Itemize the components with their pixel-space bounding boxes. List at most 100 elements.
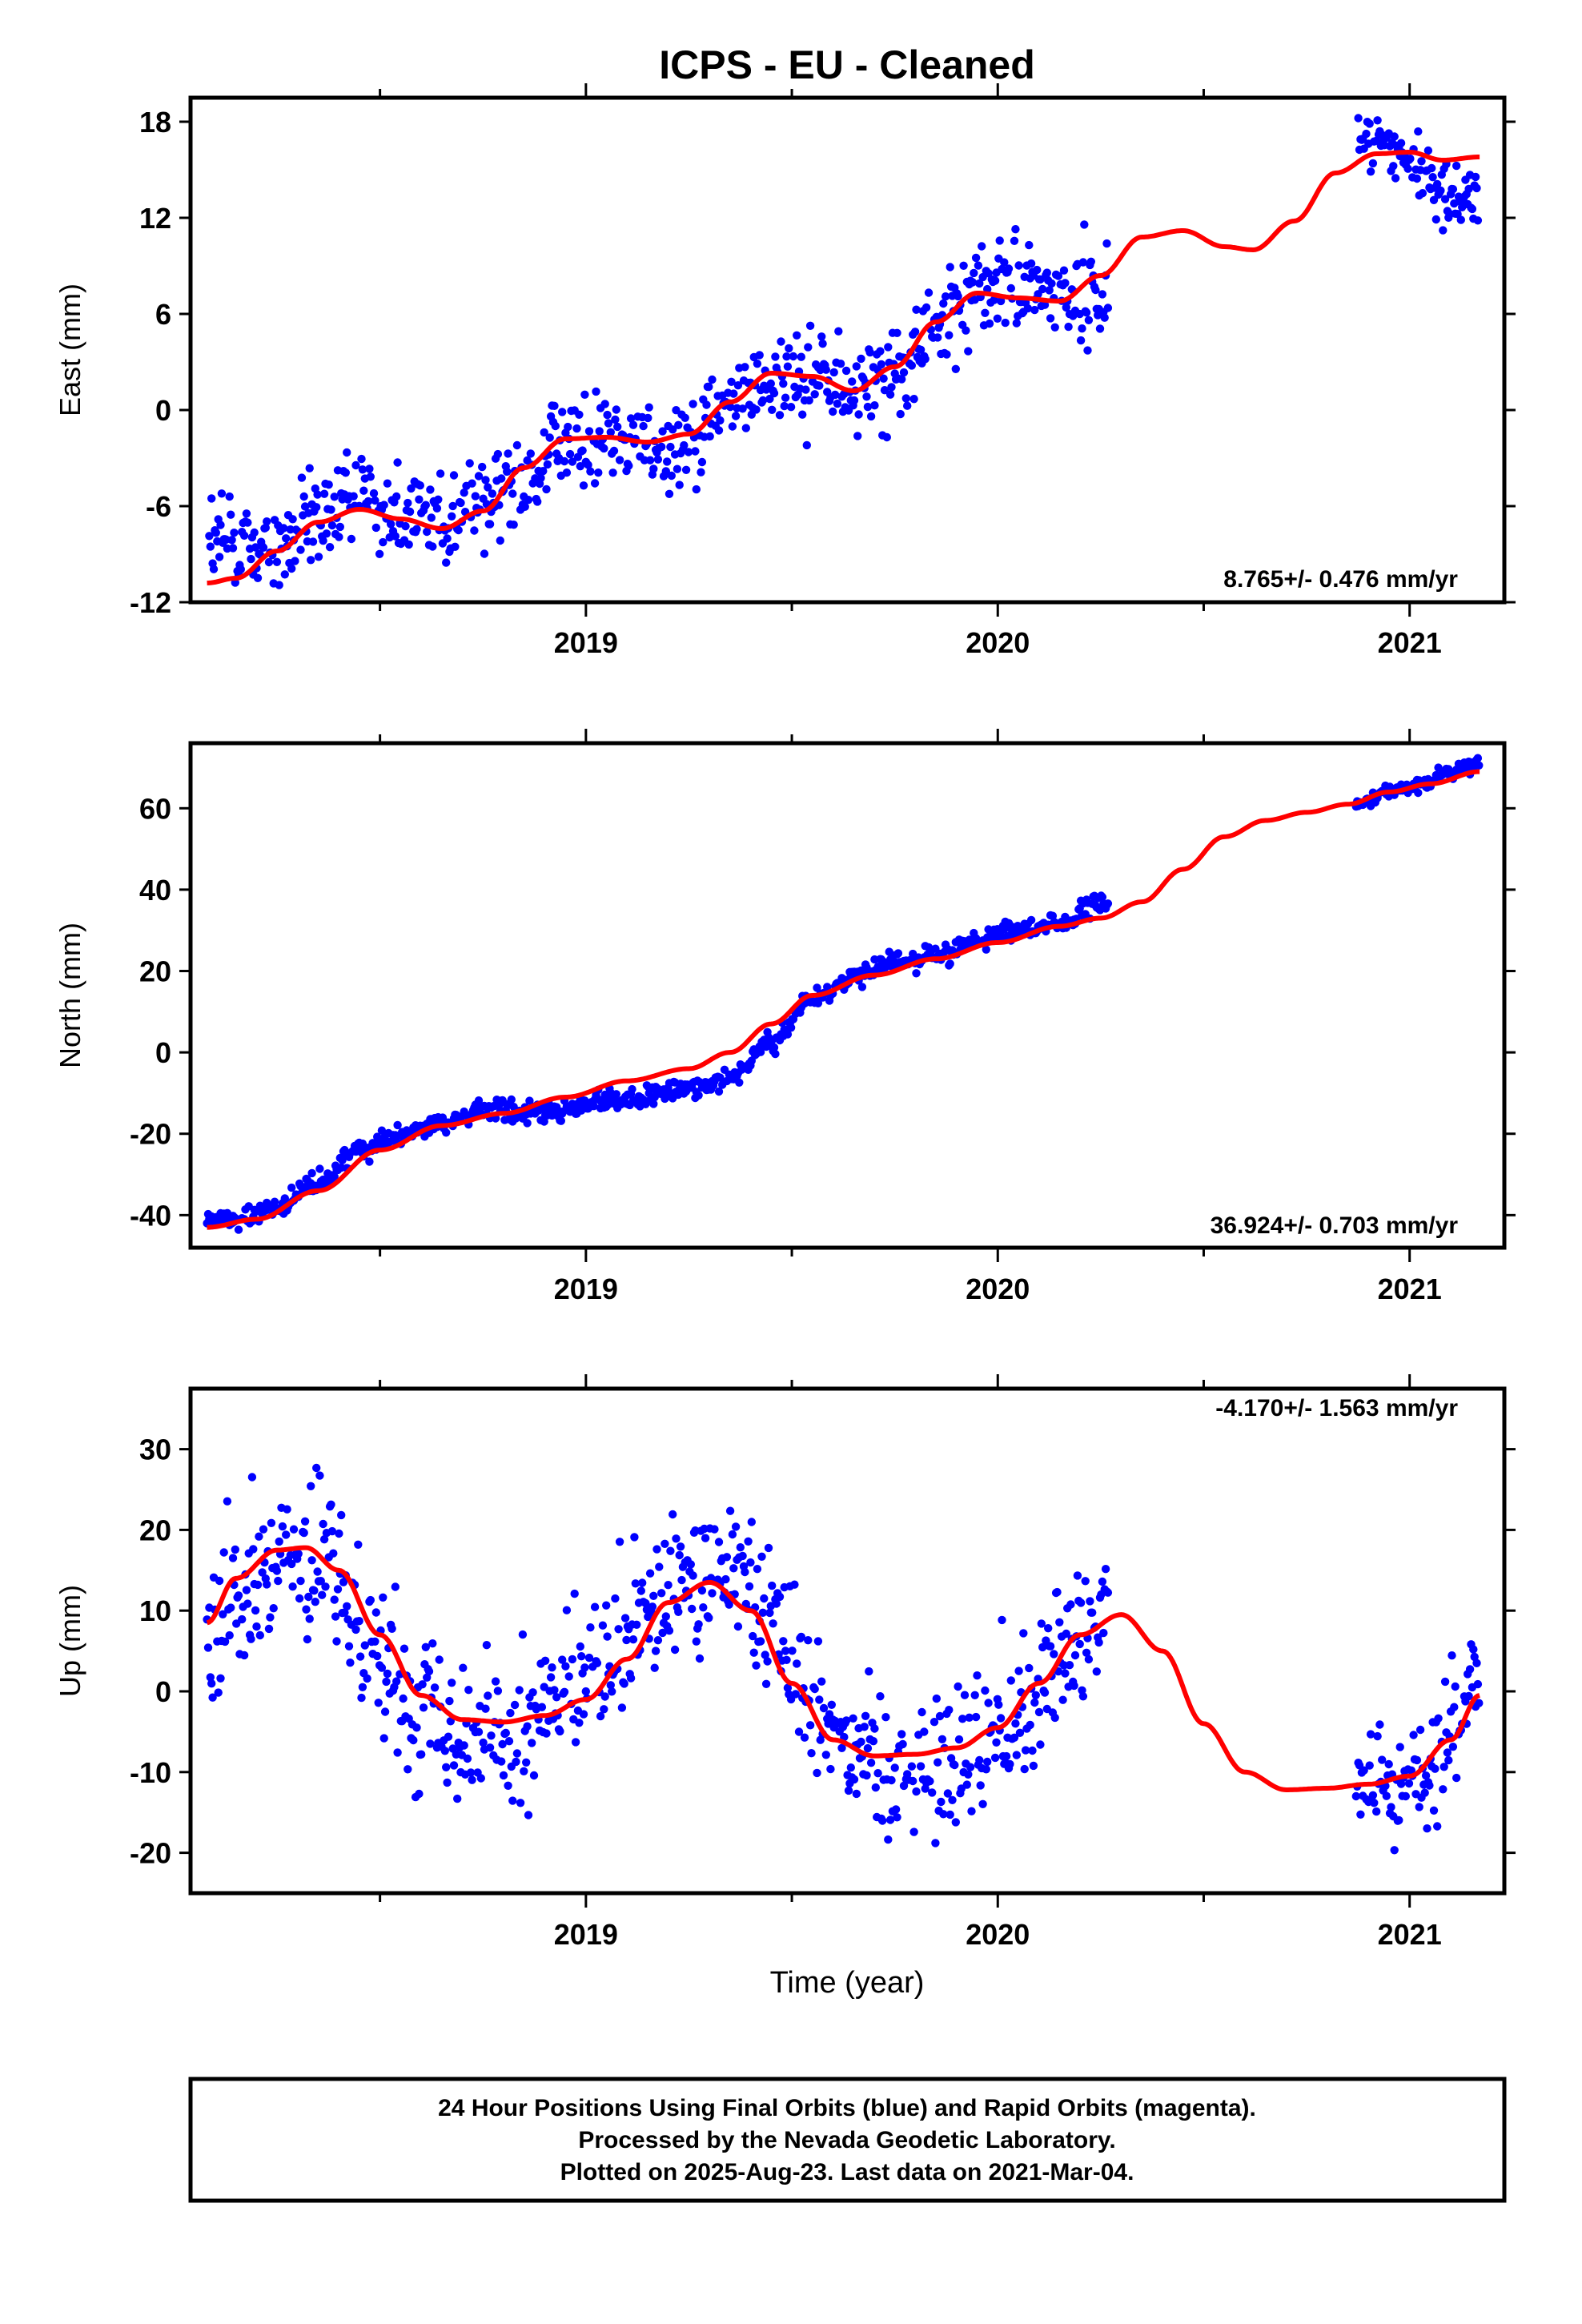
data-point <box>896 409 905 419</box>
data-point <box>589 1102 598 1111</box>
y-axis-label: Up (mm) <box>54 1585 86 1697</box>
data-point <box>586 1623 595 1632</box>
data-point <box>624 461 633 470</box>
data-point <box>876 1692 885 1701</box>
data-point <box>783 1683 793 1692</box>
data-point <box>1429 1806 1439 1815</box>
data-point <box>622 1635 631 1645</box>
data-point <box>272 1566 282 1575</box>
data-point <box>307 1482 315 1491</box>
data-point <box>1103 1588 1113 1597</box>
data-point <box>1373 116 1382 125</box>
data-point <box>958 1715 967 1723</box>
data-point <box>203 1643 213 1652</box>
data-point <box>788 1647 797 1655</box>
x-tick-label: 2020 <box>966 1918 1030 1951</box>
data-point <box>990 276 1000 285</box>
data-point <box>283 1505 291 1514</box>
data-point <box>626 1674 636 1683</box>
data-point <box>1473 754 1483 762</box>
data-point <box>533 497 542 506</box>
data-point <box>962 326 970 335</box>
data-point <box>797 352 805 361</box>
data-point <box>604 419 613 428</box>
y-tick-label: 12 <box>139 202 171 235</box>
data-point <box>1456 215 1466 224</box>
data-point <box>1368 1791 1378 1799</box>
data-point <box>1011 225 1020 234</box>
data-point <box>412 525 421 533</box>
data-point <box>738 1551 747 1561</box>
data-point <box>815 381 824 390</box>
data-point <box>393 1748 402 1757</box>
data-point <box>994 1700 1003 1709</box>
rate-label: 8.765+/- 0.476 mm/yr <box>1223 566 1458 593</box>
north-panel: -40 -20 0 20 40 60 2019 2020 2021 North (mm) 36.92… <box>54 729 1516 1305</box>
data-point <box>282 1530 291 1539</box>
data-point <box>311 1598 319 1606</box>
data-point <box>1040 1688 1050 1697</box>
data-point <box>1440 1677 1450 1687</box>
figure-title: ICPS - EU - Cleaned <box>659 42 1035 87</box>
data-point <box>628 420 638 429</box>
data-point <box>893 949 903 958</box>
data-point <box>590 1602 600 1611</box>
data-point <box>448 501 457 511</box>
data-point <box>1070 1651 1080 1660</box>
data-point <box>358 1683 367 1691</box>
data-point <box>525 1096 534 1105</box>
data-point <box>572 424 581 433</box>
data-point <box>448 512 456 521</box>
data-point <box>964 1770 973 1779</box>
data-point <box>939 299 948 308</box>
data-point <box>661 467 670 476</box>
data-point <box>833 399 842 408</box>
plot-frame <box>188 95 1507 605</box>
data-point <box>1417 157 1426 166</box>
data-point <box>673 464 682 473</box>
data-point <box>1356 1810 1365 1819</box>
data-point <box>440 1747 449 1755</box>
caption-line-2: Processed by the Nevada Geodetic Laborat… <box>578 2127 1115 2153</box>
data-point <box>1472 1659 1481 1667</box>
data-point <box>755 351 764 360</box>
data-point <box>611 415 620 424</box>
data-point <box>725 1506 735 1515</box>
data-point <box>1396 1779 1406 1788</box>
data-point <box>705 382 713 392</box>
data-point <box>236 565 245 574</box>
data-point <box>540 1117 548 1126</box>
data-point <box>480 549 489 558</box>
data-point <box>493 449 503 459</box>
data-point <box>981 308 990 317</box>
data-point <box>786 403 796 412</box>
data-point <box>756 1637 765 1646</box>
data-point <box>932 1694 942 1703</box>
data-point <box>369 489 379 498</box>
data-point <box>714 426 724 435</box>
data-point <box>1045 286 1054 295</box>
y-axis-label: East (mm) <box>54 283 86 416</box>
data-point <box>520 502 529 511</box>
data-point <box>383 1669 392 1679</box>
data-point <box>733 381 743 390</box>
data-point <box>854 410 863 419</box>
data-point <box>728 422 737 431</box>
data-point <box>343 1602 351 1611</box>
data-point <box>649 1100 658 1108</box>
data-point <box>404 498 412 508</box>
data-point <box>592 387 600 396</box>
data-point <box>303 1634 312 1644</box>
data-point <box>644 403 653 412</box>
data-point <box>571 1738 580 1747</box>
data-point <box>628 1084 636 1094</box>
data-point <box>536 473 545 483</box>
data-point <box>1012 319 1022 328</box>
data-point <box>1423 146 1433 155</box>
data-point <box>692 485 701 494</box>
data-point <box>418 1680 427 1689</box>
data-point <box>631 1579 640 1588</box>
data-point <box>270 1197 279 1206</box>
data-point <box>798 410 807 419</box>
data-point <box>355 1617 363 1626</box>
